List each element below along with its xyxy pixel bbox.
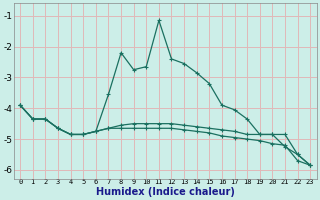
X-axis label: Humidex (Indice chaleur): Humidex (Indice chaleur)	[96, 187, 235, 197]
